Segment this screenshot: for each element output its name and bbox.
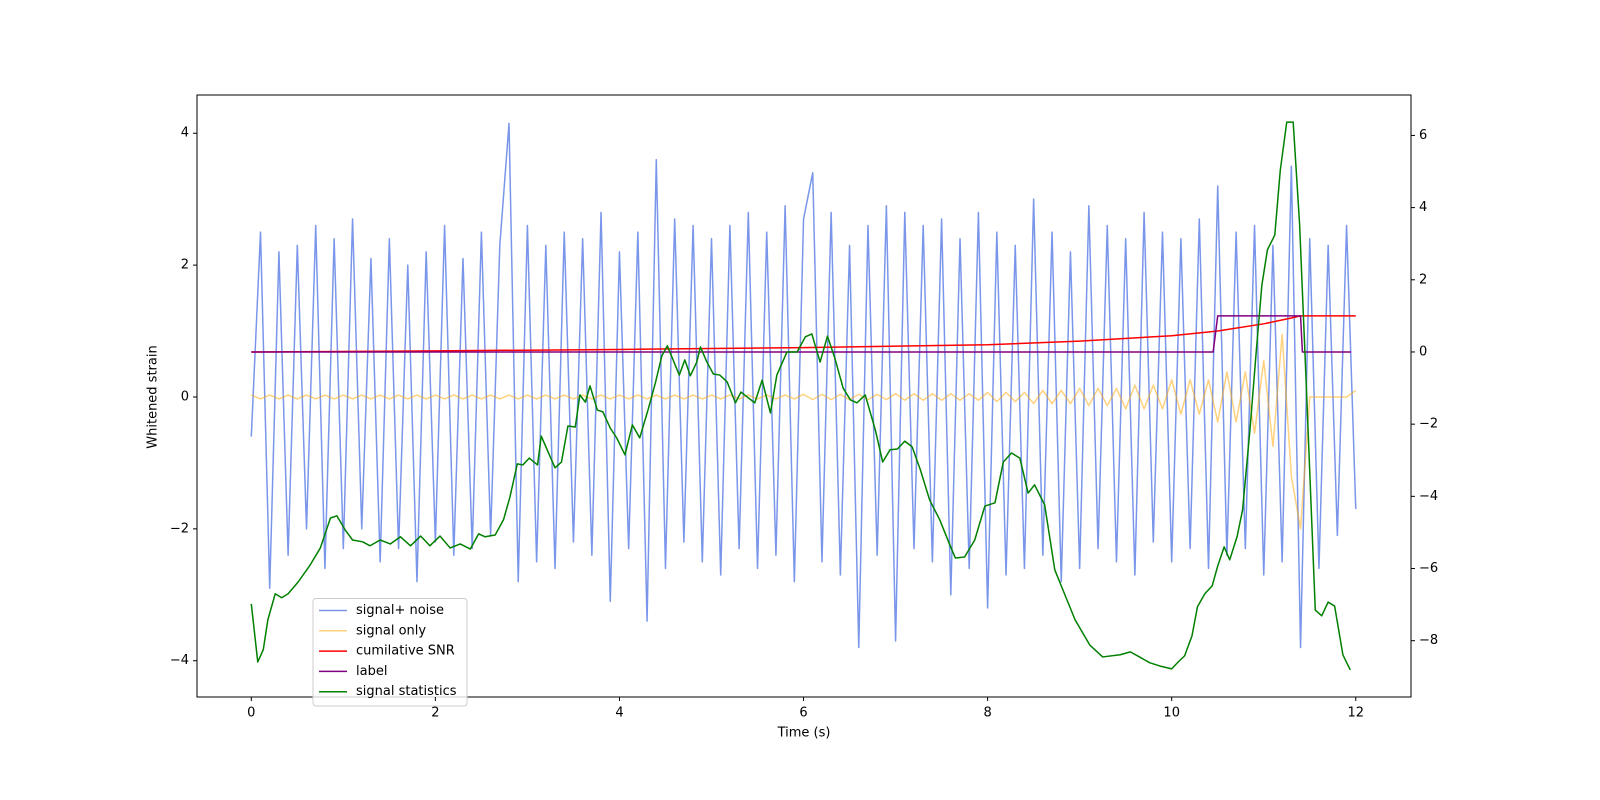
y2-tick-label: 2 xyxy=(1419,272,1427,287)
legend-label: signal+ noise xyxy=(356,603,444,618)
series-line xyxy=(250,122,1357,649)
y2-tick-label: 6 xyxy=(1419,128,1427,143)
series-line xyxy=(250,121,1351,671)
y-tick-label: −2 xyxy=(170,521,189,536)
y-tick-label: 4 xyxy=(181,126,189,141)
legend-label: signal only xyxy=(356,623,426,638)
y-tick-label: −4 xyxy=(170,653,189,668)
y2-tick-label: 0 xyxy=(1419,344,1427,359)
x-tick-label: 0 xyxy=(247,706,255,721)
series-line xyxy=(251,333,1357,530)
plot-area xyxy=(250,121,1357,671)
y2-tick-label: −2 xyxy=(1419,417,1438,432)
x-axis-label: Time (s) xyxy=(777,726,831,741)
y2-tick-label: −8 xyxy=(1419,633,1438,648)
x-tick-label: 12 xyxy=(1348,706,1365,721)
y2-tick-label: 4 xyxy=(1419,200,1427,215)
y2-tick-label: −6 xyxy=(1419,561,1438,576)
y-tick-label: 0 xyxy=(181,389,189,404)
x-tick-label: 8 xyxy=(983,706,991,721)
y-axis-label: Whitened strain xyxy=(146,345,161,448)
x-tick-label: 6 xyxy=(799,706,807,721)
series-line xyxy=(251,315,1356,353)
x-tick-label: 2 xyxy=(431,706,439,721)
y-tick-label: 2 xyxy=(181,258,189,273)
x-tick-label: 10 xyxy=(1163,706,1180,721)
y2-tick-label: −4 xyxy=(1419,489,1438,504)
legend: signal+ noise signal only cumilative SNR la… xyxy=(312,598,468,707)
x-tick-label: 4 xyxy=(615,706,623,721)
legend-label: signal statistics xyxy=(356,684,457,699)
legend-box xyxy=(312,598,468,707)
legend-label: label xyxy=(356,664,387,679)
legend-label: cumilative SNR xyxy=(356,644,455,659)
